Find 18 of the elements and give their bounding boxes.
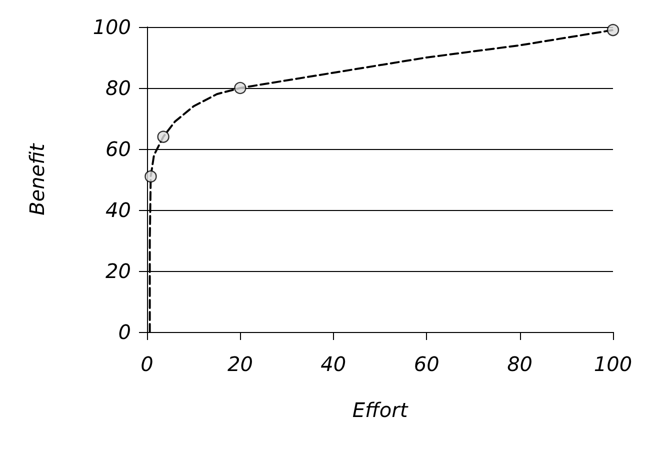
y-tick-label: 0 bbox=[118, 320, 131, 344]
y-tick-label: 20 bbox=[106, 259, 131, 283]
x-axis-title: Effort bbox=[352, 398, 409, 422]
y-tick-label: 40 bbox=[106, 198, 131, 222]
point bbox=[157, 130, 170, 143]
y-tick-label: 80 bbox=[106, 76, 131, 100]
y-tick-label: 60 bbox=[106, 137, 131, 161]
x-tick-label: 100 bbox=[594, 352, 632, 376]
point bbox=[144, 170, 157, 183]
y-axis-title: Benefit bbox=[25, 142, 49, 216]
x-tick-label: 60 bbox=[414, 352, 440, 376]
point bbox=[606, 24, 620, 36]
point bbox=[234, 82, 246, 94]
x-tick-label: 40 bbox=[320, 352, 346, 376]
y-tick-label: 100 bbox=[92, 15, 131, 39]
x-tick-label: 20 bbox=[227, 352, 253, 376]
x-tick-label: 80 bbox=[507, 352, 533, 376]
x-tick-label: 0 bbox=[140, 352, 154, 376]
